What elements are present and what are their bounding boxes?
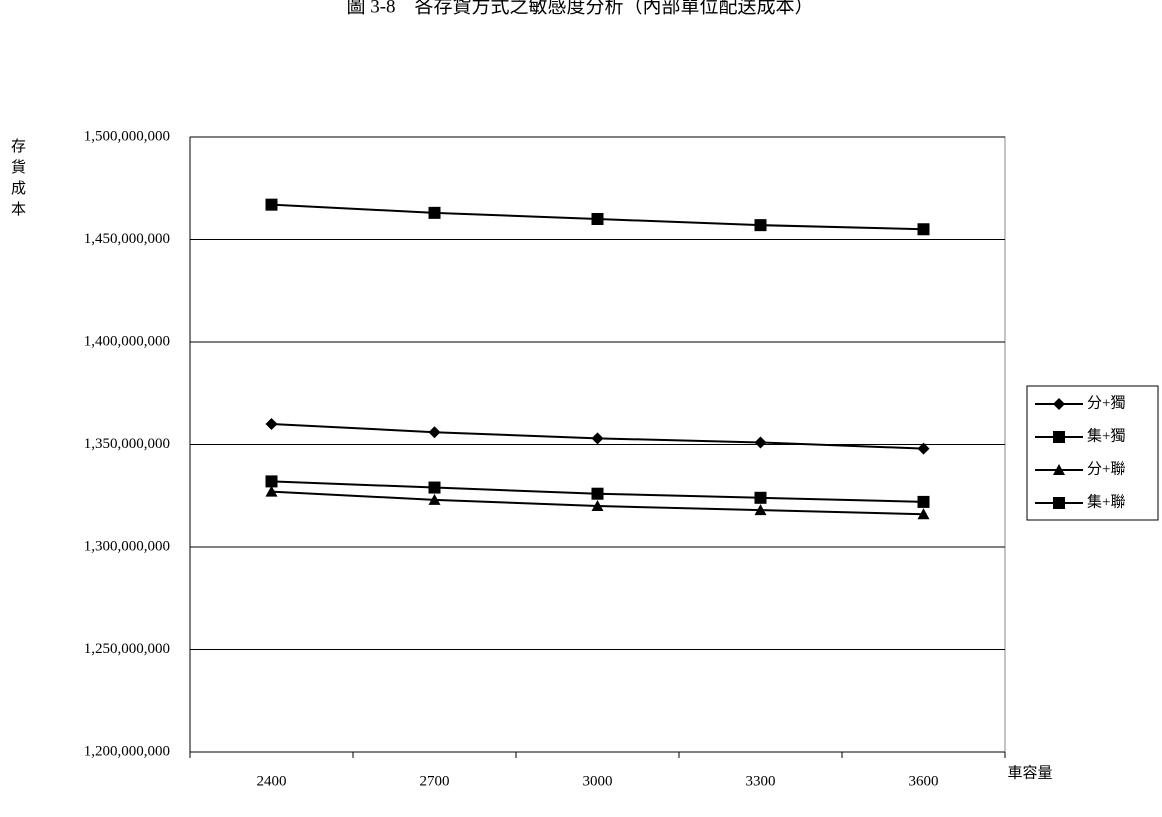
legend-box [1026, 385, 1159, 521]
x-tick-label: 3000 [583, 773, 613, 789]
marker [591, 500, 604, 511]
chart-title: 圖 3-8 各存貨方式之敏感度分析（內部單位配送成本） [346, 0, 813, 17]
legend-label: 分+獨 [1087, 394, 1125, 411]
marker [591, 432, 604, 445]
y-tick-label: 1,200,000,000 [84, 743, 170, 759]
marker [754, 491, 767, 504]
marker [917, 442, 930, 455]
marker [428, 481, 441, 494]
y-tick-label: 1,250,000,000 [84, 641, 170, 657]
marker [754, 219, 767, 232]
marker [917, 495, 930, 508]
y-tick-label: 1,300,000,000 [84, 538, 170, 554]
marker [754, 436, 767, 449]
marker [265, 485, 278, 497]
marker [265, 198, 278, 211]
marker [754, 504, 767, 516]
marker [428, 426, 441, 439]
y-tick-label: 1,400,000,000 [84, 333, 170, 349]
x-tick-label: 3600 [909, 773, 939, 789]
marker [428, 206, 441, 219]
marker [1053, 398, 1065, 410]
marker [917, 508, 930, 520]
marker [1053, 464, 1065, 475]
x-axis-label: 車容量 [1007, 764, 1052, 781]
marker [1053, 431, 1065, 443]
marker [917, 223, 930, 236]
legend-label: 集+聯 [1087, 493, 1125, 510]
marker [591, 213, 604, 225]
marker [1053, 497, 1065, 509]
y-axis-label: 存貨成本 [9, 138, 26, 222]
x-tick-label: 2700 [420, 773, 450, 789]
legend-label: 集+獨 [1087, 427, 1125, 444]
legend-label: 分+聯 [1087, 460, 1125, 477]
y-tick-label: 1,450,000,000 [84, 231, 170, 247]
x-tick-label: 2400 [257, 773, 287, 789]
y-tick-label: 1,500,000,000 [84, 128, 170, 144]
marker [428, 493, 441, 505]
marker [591, 487, 604, 500]
x-tick-label: 3300 [746, 773, 776, 789]
y-tick-label: 1,350,000,000 [84, 436, 170, 452]
marker [265, 418, 278, 430]
marker [265, 475, 278, 488]
